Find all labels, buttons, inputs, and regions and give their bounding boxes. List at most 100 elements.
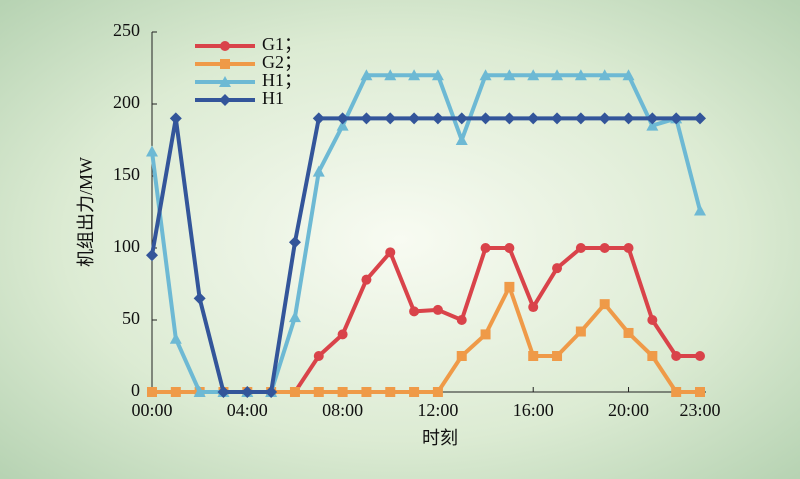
point [361,274,372,285]
point [598,69,611,81]
point [409,387,420,397]
point [360,112,373,125]
point [455,134,468,145]
point [219,76,231,87]
point [360,69,373,81]
point [384,69,397,81]
point [504,243,515,253]
point [313,351,324,361]
y-tick-label: 50 [122,308,140,328]
point [575,243,586,253]
x-tick-label: 04:00 [227,400,268,420]
point [385,247,396,258]
point [503,69,516,81]
point [456,315,467,325]
y-tick-label: 0 [131,380,140,400]
point [598,112,611,125]
y-tick-label: 250 [113,20,140,40]
point [146,249,158,262]
point [169,332,182,344]
point [552,351,563,361]
x-axis-label: 时刻 [422,428,458,448]
point [217,386,230,398]
point [193,386,206,397]
y-tick-label: 200 [113,92,140,112]
point [623,327,634,338]
point [647,315,658,325]
point [670,112,683,125]
point [552,263,563,274]
point [551,69,564,81]
legend-label: G2； [262,52,302,72]
legend-label: G1； [262,34,302,54]
legend-label: H1 [262,88,284,108]
point [146,145,158,157]
point [647,351,658,361]
legend-label: H1； [262,70,302,90]
point [527,69,540,81]
point [288,236,301,249]
point [695,387,705,397]
point [574,112,587,125]
point [265,386,278,398]
point [646,112,659,125]
point [220,41,230,51]
x-tick-label: 23:00 [679,400,720,420]
point [551,112,564,125]
point [170,387,181,397]
point [147,387,157,397]
point [336,119,349,131]
point [599,243,610,253]
point [456,351,467,361]
point [288,311,301,323]
point [599,299,610,310]
point [671,387,682,397]
point [575,326,586,337]
point [313,387,324,397]
point [169,112,182,125]
point [646,119,659,131]
point [694,112,706,125]
point [479,69,492,81]
point [528,351,539,361]
point [361,387,372,397]
point [527,112,540,125]
point [574,69,587,81]
point [528,302,539,313]
point [432,304,443,315]
point [289,387,300,397]
point [408,69,421,81]
point [623,243,634,253]
point [241,386,254,398]
point [455,112,468,125]
point [219,94,231,106]
point [431,112,444,125]
point [408,112,421,125]
x-tick-label: 16:00 [513,400,554,420]
point [337,329,348,340]
point [695,351,705,361]
point [503,112,516,125]
x-tick-label: 12:00 [417,400,458,420]
point [193,292,206,305]
point [671,351,682,361]
point [336,112,349,125]
point [337,387,348,397]
point [220,59,230,69]
point [312,112,325,125]
point [431,69,444,81]
y-tick-label: 100 [113,236,140,256]
point [480,243,491,253]
point [622,112,635,125]
x-tick-label: 00:00 [131,400,172,420]
point [432,387,443,397]
point [384,112,397,125]
y-tick-label: 150 [113,164,140,184]
point [694,204,706,216]
point [312,165,325,177]
point [504,281,515,292]
point [622,69,635,81]
x-tick-label: 20:00 [608,400,649,420]
